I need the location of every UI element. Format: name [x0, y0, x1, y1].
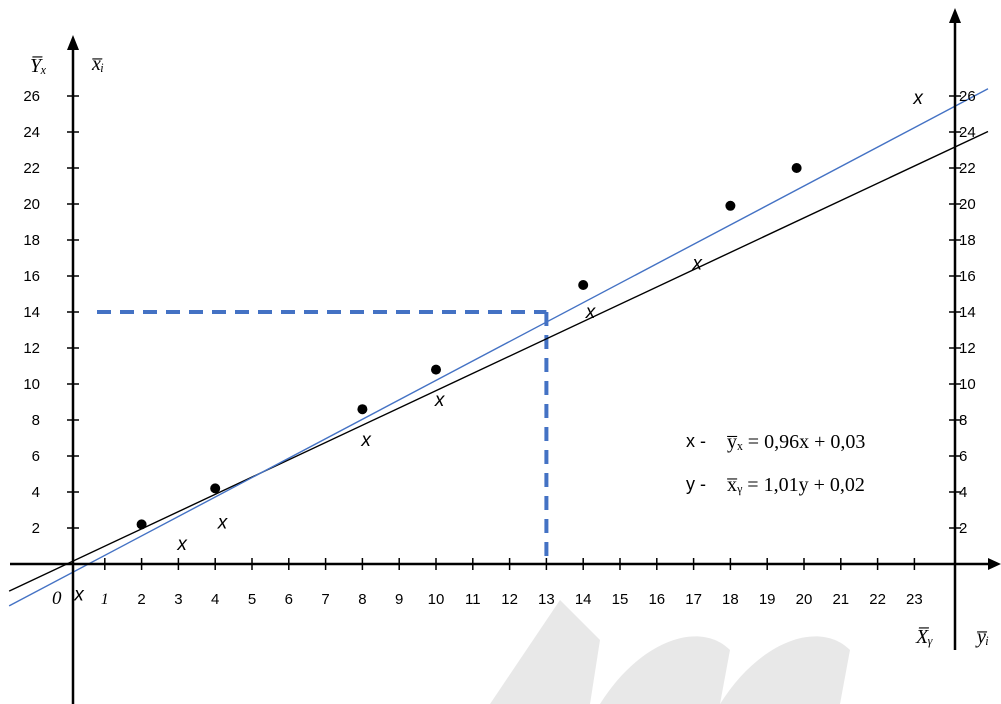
right-y-tick-label: 22	[959, 160, 976, 177]
left-y-tick-label: 22	[23, 160, 40, 177]
regression-line-y	[8, 88, 989, 607]
x-tick-label: 19	[759, 591, 776, 608]
x-tick-label: 11	[465, 591, 481, 608]
data-point-x: x	[912, 88, 924, 109]
right-y-tick-label: 8	[959, 412, 967, 429]
right-y-tick-label: 14	[959, 304, 976, 321]
x-tick-label: 21	[832, 591, 849, 608]
axes	[10, 8, 1001, 704]
right-y-tick-label: 4	[959, 484, 967, 501]
x-tick-label: 12	[501, 591, 518, 608]
data-point-x: x	[585, 302, 597, 323]
right-y-axis-arrow	[949, 8, 961, 23]
x-tick-label: 9	[395, 591, 403, 608]
data-point-x: x	[360, 430, 372, 451]
watermark-shape-2	[600, 636, 730, 704]
intersection-guides	[97, 310, 549, 564]
left-y-tick-label: 6	[32, 448, 40, 465]
data-point-x: x	[217, 513, 229, 534]
regression-line-x	[8, 130, 989, 592]
tick-labels: 1 2 3 4 5 6 7 8 9 10 11 12 13 14 15 16 17 18 19 20 21 22 23246…	[23, 88, 975, 608]
x-tick-label: 18	[722, 591, 739, 608]
data-points	[136, 163, 802, 530]
right-y-tick-label: 24	[959, 124, 976, 141]
data-point-x: x	[434, 390, 446, 411]
x-tick-label: 16	[648, 591, 665, 608]
x-tick-label: 15	[612, 591, 629, 608]
x-tick-label: 1	[101, 591, 109, 608]
left-y-tick-label: 8	[32, 412, 40, 429]
watermark-shape-1	[490, 600, 600, 704]
right-y-tick-label: 16	[959, 268, 976, 285]
x-tick-label: 10	[428, 591, 445, 608]
right-y-tick-label: 26	[959, 88, 976, 105]
right-y-tick-label: 10	[959, 376, 976, 393]
left-y-tick-label: 16	[23, 268, 40, 285]
x-tick-label: 3	[174, 591, 182, 608]
watermark-shape-3	[720, 636, 850, 704]
regression-lines	[8, 88, 989, 607]
x-tick-label: 8	[358, 591, 366, 608]
right-y-tick-label: 18	[959, 232, 976, 249]
watermark	[490, 600, 850, 704]
left-y-tick-label: 20	[23, 196, 40, 213]
data-point-dot	[357, 404, 368, 415]
left-y-tick-label: 2	[32, 520, 40, 537]
data-point-dot	[210, 483, 221, 494]
axis-label-left-outer: Y̅ₓ	[30, 55, 47, 77]
axis-label-right-bottom: y̅ᵢ	[975, 626, 989, 648]
data-point-x: x	[73, 585, 85, 606]
x-tick-label: 2	[137, 591, 145, 608]
x-tick-label: 5	[248, 591, 256, 608]
left-y-tick-label: 4	[32, 484, 40, 501]
data-point-x: x	[176, 534, 188, 555]
axis-label-bottom-right: X̅ᵧ	[915, 626, 933, 648]
legend-prefix-y: y -	[686, 474, 706, 494]
right-y-tick-label: 6	[959, 448, 967, 465]
x-markers: x x x x x x x x	[73, 88, 924, 606]
left-y-tick-label: 10	[23, 376, 40, 393]
left-y-axis-arrow	[67, 35, 79, 50]
right-y-tick-label: 2	[959, 520, 967, 537]
axis-label-left-inner: x̅ᵢ	[91, 53, 104, 75]
legend-equation-y: x̅ᵧ = 1,01y + 0,02	[726, 474, 865, 496]
x-tick-label: 17	[685, 591, 702, 608]
origin-label: 0	[52, 588, 62, 609]
left-y-tick-label: 18	[23, 232, 40, 249]
data-point-dot	[791, 163, 802, 173]
x-tick-label: 4	[211, 591, 219, 608]
right-y-tick-label: 20	[959, 196, 976, 213]
left-y-tick-label: 26	[23, 88, 40, 105]
data-point-dot	[725, 200, 736, 211]
x-tick-label: 13	[538, 591, 555, 608]
x-tick-label: 20	[796, 591, 813, 608]
left-y-tick-label: 14	[23, 304, 40, 321]
right-y-tick-label: 12	[959, 340, 976, 357]
data-point-dot	[431, 364, 441, 375]
x-axis-arrow	[988, 558, 1001, 570]
legend: x - y̅ₓ = 0,96x + 0,03 y - x̅ᵧ = 1,01y +…	[686, 431, 865, 496]
data-point-x: x	[692, 253, 704, 274]
data-point-dot	[136, 519, 147, 530]
legend-prefix-x: x -	[686, 431, 706, 451]
x-tick-label: 6	[285, 591, 293, 608]
left-y-tick-label: 12	[23, 340, 40, 357]
x-tick-label: 23	[906, 591, 923, 608]
left-y-tick-label: 24	[23, 124, 40, 141]
x-tick-label: 22	[869, 591, 886, 608]
legend-equation-x: y̅ₓ = 0,96x + 0,03	[726, 431, 865, 453]
data-point-dot	[578, 280, 589, 290]
x-tick-label: 14	[575, 591, 592, 608]
x-tick-label: 7	[321, 591, 329, 608]
